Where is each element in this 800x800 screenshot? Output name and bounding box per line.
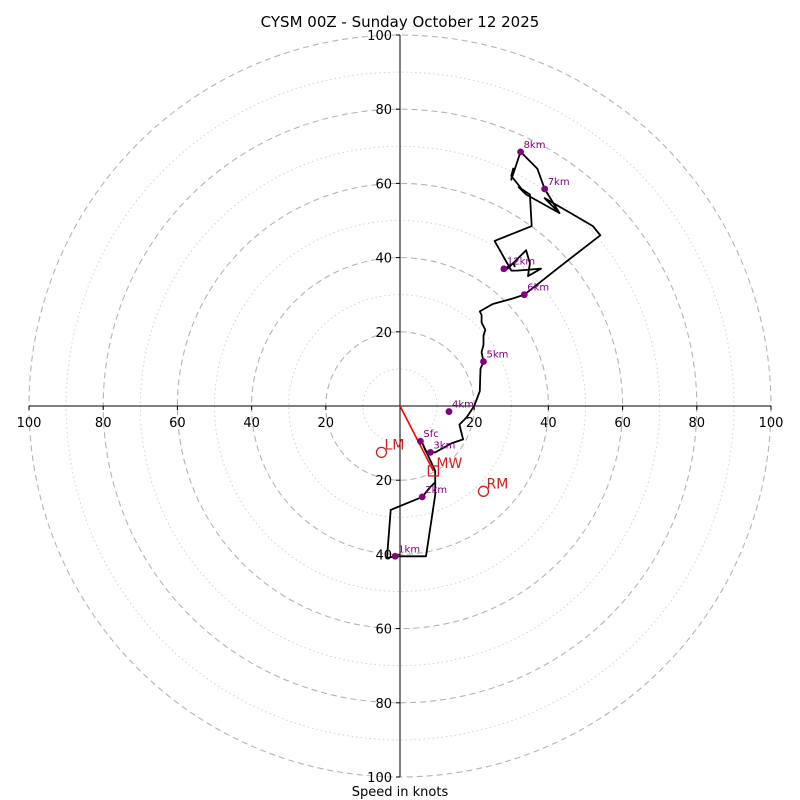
motion-marker-mw <box>427 465 440 477</box>
y-tick-label: 60 <box>375 623 392 638</box>
y-tick-label: 40 <box>375 252 392 267</box>
height-label-sfc: Sfc <box>423 429 438 440</box>
x-tick-label: 100 <box>759 416 784 431</box>
height-label-4km: 4km <box>452 400 474 411</box>
y-tick-label: 40 <box>375 548 392 563</box>
chart-title: CYSM 00Z - Sunday October 12 2025 <box>261 13 540 31</box>
x-tick-label: 40 <box>243 416 260 431</box>
y-tick-label: 60 <box>375 177 392 192</box>
x-tick-label: 60 <box>169 416 186 431</box>
height-marker-1km <box>391 552 399 560</box>
hodograph-trace-upper <box>421 150 602 454</box>
height-label-1km: 1km <box>398 544 420 555</box>
motion-label-rm: RM <box>486 476 508 492</box>
height-marker-5km <box>480 358 487 365</box>
height-marker-12km <box>500 265 508 273</box>
storm-motion-markers: LM RM MW <box>375 437 508 497</box>
height-label-3km: 3km <box>433 440 455 451</box>
height-label-12km: 12km <box>507 257 535 268</box>
y-tick-label: 100 <box>367 771 392 786</box>
height-marker-sfc <box>417 437 424 445</box>
y-tick-label: 80 <box>375 697 392 712</box>
x-tick-label: 60 <box>614 416 631 431</box>
x-tick-label: 80 <box>689 416 706 431</box>
y-tick-label: 100 <box>367 29 392 44</box>
x-tick-label: 40 <box>540 416 557 431</box>
x-tick-label: 80 <box>95 416 112 431</box>
hodograph-trace-lower <box>386 442 437 559</box>
height-label-6km: 6km <box>527 283 549 294</box>
mean-wind-vector <box>399 405 435 472</box>
axis-ticks: 100 80 60 40 20 20 40 60 80 100 100 80 60 40 20 20 40 60 8… <box>17 29 784 786</box>
height-marker-7km <box>541 185 549 193</box>
height-marker-6km <box>520 291 528 299</box>
hodograph-lines <box>386 150 602 559</box>
motion-marker-lm <box>375 446 388 459</box>
y-tick-label: 80 <box>375 103 392 118</box>
x-tick-label: 20 <box>318 416 335 431</box>
motion-marker-rm <box>477 485 490 497</box>
motion-label-lm: LM <box>384 437 404 453</box>
x-tick-label: 100 <box>17 416 42 431</box>
height-marker-4km <box>445 408 453 415</box>
height-label-7km: 7km <box>548 177 570 188</box>
y-tick-label: 20 <box>375 474 392 489</box>
motion-label-mw: MW <box>436 456 462 472</box>
y-tick-label: 20 <box>375 326 392 341</box>
height-label-5km: 5km <box>486 349 508 360</box>
height-markers: Sfc 1km 2km 3km 4km 5km 6km 7km 8km 12km <box>391 140 570 560</box>
height-marker-8km <box>517 148 524 156</box>
height-marker-2km <box>418 493 426 501</box>
x-tick-label: 20 <box>466 416 483 431</box>
height-marker-3km <box>427 448 434 456</box>
height-label-8km: 8km <box>524 140 546 151</box>
x-axis-label: Speed in knots <box>352 785 449 800</box>
height-label-2km: 2km <box>425 485 447 496</box>
